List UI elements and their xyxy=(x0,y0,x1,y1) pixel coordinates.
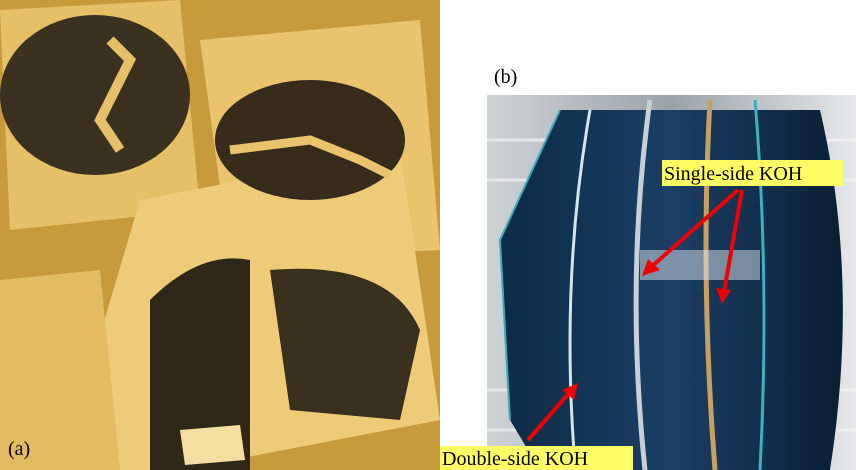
panel-label: (a) xyxy=(8,438,30,460)
panel-label: (b) xyxy=(494,66,517,88)
photo-b xyxy=(487,95,856,470)
annotation: Single-side KOH xyxy=(664,163,802,185)
figure: (a) (b) Single-side KOH Double-side KOH xyxy=(0,0,856,470)
annotation: Double-side KOH xyxy=(442,448,588,470)
photo-a xyxy=(0,0,440,470)
